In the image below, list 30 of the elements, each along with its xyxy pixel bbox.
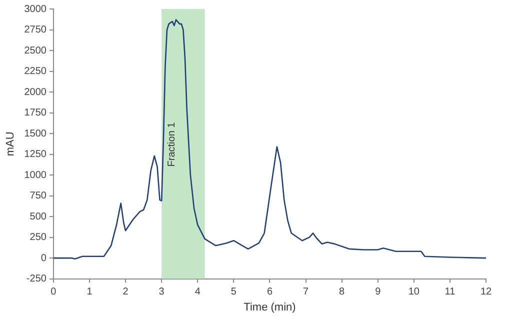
y-tick-label: 1500 xyxy=(24,128,47,140)
y-tick-label: 2000 xyxy=(24,86,47,98)
x-tick-label: 7 xyxy=(302,286,309,298)
y-tick-label: 2500 xyxy=(24,45,47,56)
y-tick-label: -250 xyxy=(26,274,47,285)
y-tick-label: 1000 xyxy=(24,170,47,181)
band-label: Fraction 1 xyxy=(166,122,178,167)
y-tick-label: 1250 xyxy=(24,149,47,160)
x-tick-label: 3 xyxy=(158,286,165,298)
x-tick-label: 8 xyxy=(339,286,346,298)
x-tick-label: 11 xyxy=(444,286,456,298)
y-tick-label: 0 xyxy=(40,252,47,264)
x-tick-label: 0 xyxy=(50,286,57,298)
y-tick-label: 500 xyxy=(30,211,47,222)
x-tick-label: 1 xyxy=(86,286,93,298)
y-tick-label: 750 xyxy=(30,190,47,202)
y-tick-label: 3000 xyxy=(24,4,47,15)
x-tick-label: 9 xyxy=(375,286,382,298)
y-tick-label: 2750 xyxy=(24,24,47,36)
x-axis-title: Time (min) xyxy=(244,301,296,314)
x-tick-label: 2 xyxy=(122,286,129,298)
x-tick-label: 5 xyxy=(230,286,237,298)
x-tick-label: 4 xyxy=(194,286,201,298)
y-tick-label: 1750 xyxy=(24,108,47,119)
x-tick-label: 12 xyxy=(480,286,492,298)
y-axis-title: mAU xyxy=(4,132,17,156)
y-tick-label: 250 xyxy=(30,232,47,244)
x-tick-label: 10 xyxy=(408,286,420,298)
x-tick-label: 6 xyxy=(266,286,273,298)
y-tick-label: 2250 xyxy=(24,66,47,78)
